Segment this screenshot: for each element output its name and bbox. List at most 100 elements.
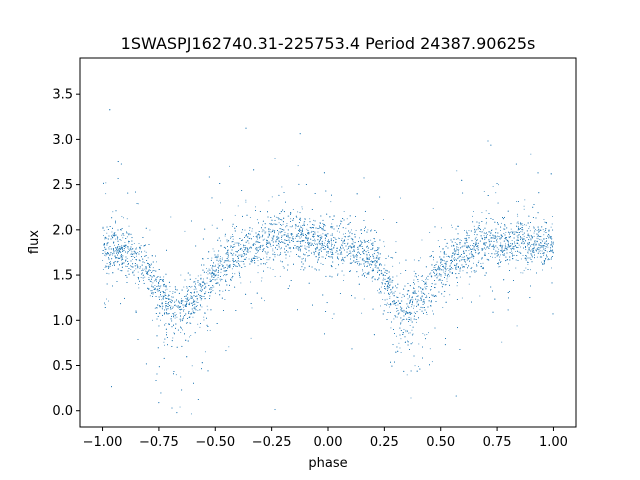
data-point: [418, 343, 420, 345]
data-point: [462, 266, 463, 268]
data-point: [533, 232, 535, 234]
data-point: [164, 292, 165, 294]
data-point: [150, 290, 152, 292]
data-point: [152, 282, 154, 284]
data-point: [122, 237, 124, 239]
data-point: [152, 319, 153, 321]
data-point: [348, 254, 349, 255]
data-point: [459, 260, 461, 262]
data-point: [152, 267, 154, 269]
data-point: [220, 240, 221, 242]
data-point: [250, 281, 252, 283]
data-point: [251, 230, 253, 232]
data-point: [219, 257, 221, 259]
data-point: [515, 267, 517, 269]
data-point: [499, 266, 501, 267]
data-point: [358, 276, 359, 278]
data-point: [164, 292, 166, 294]
data-point: [454, 242, 456, 244]
data-point: [540, 239, 542, 241]
data-point: [368, 242, 370, 243]
data-point: [380, 273, 382, 275]
data-point: [184, 304, 186, 306]
data-point: [166, 303, 168, 304]
data-point: [272, 248, 274, 250]
data-point: [139, 251, 140, 252]
data-point: [233, 252, 235, 254]
data-point: [307, 237, 309, 239]
data-point: [298, 225, 299, 227]
data-point: [191, 286, 193, 288]
data-point: [183, 306, 184, 308]
data-point: [229, 260, 231, 262]
data-point: [474, 232, 476, 233]
data-point: [200, 288, 202, 290]
data-point: [330, 234, 332, 236]
data-point: [362, 269, 363, 271]
data-point: [255, 247, 257, 248]
data-point: [281, 219, 283, 221]
data-point: [200, 295, 202, 297]
data-point: [394, 290, 396, 292]
data-point: [169, 291, 171, 292]
data-point: [520, 258, 522, 260]
data-point: [325, 233, 327, 235]
data-point: [297, 165, 299, 167]
data-point: [486, 247, 487, 249]
data-point: [137, 271, 139, 273]
data-point: [140, 277, 142, 278]
data-point: [451, 227, 453, 228]
data-point: [163, 341, 165, 343]
data-point: [209, 288, 211, 290]
data-point: [455, 252, 457, 254]
data-point: [144, 270, 146, 272]
data-point: [357, 248, 359, 250]
data-point: [261, 236, 263, 238]
data-point: [174, 317, 176, 319]
data-point: [427, 279, 429, 281]
data-point: [148, 277, 150, 279]
data-point: [288, 215, 290, 217]
data-point: [138, 284, 140, 285]
data-point: [462, 245, 464, 247]
data-point: [378, 253, 380, 255]
data-point: [317, 252, 319, 254]
data-point: [538, 251, 540, 253]
data-point: [415, 321, 417, 323]
data-point: [291, 226, 293, 228]
data-point: [153, 280, 155, 282]
data-point: [274, 230, 276, 232]
data-point: [510, 249, 512, 250]
data-point: [491, 256, 493, 258]
data-point: [475, 231, 476, 233]
data-point: [288, 239, 290, 241]
data-point: [552, 245, 553, 247]
data-point: [458, 248, 460, 250]
data-point: [274, 251, 276, 253]
data-point: [241, 231, 243, 233]
data-point: [285, 226, 286, 228]
data-point: [407, 340, 408, 342]
data-point: [140, 246, 141, 248]
data-point: [192, 304, 194, 305]
data-point: [212, 289, 214, 291]
data-point: [411, 312, 413, 314]
data-point: [186, 303, 188, 304]
data-point: [106, 266, 107, 268]
data-point: [543, 234, 545, 236]
data-point: [455, 267, 456, 269]
data-point: [206, 272, 207, 274]
data-point: [466, 239, 468, 241]
data-point: [405, 329, 407, 331]
data-point: [449, 265, 451, 267]
data-point: [517, 215, 519, 217]
data-point: [362, 270, 364, 272]
data-point: [300, 225, 302, 227]
data-point: [213, 286, 215, 288]
data-point: [516, 222, 518, 224]
data-point: [148, 279, 150, 281]
data-point: [288, 239, 290, 241]
data-point: [274, 158, 276, 159]
data-point: [195, 278, 197, 280]
data-point: [280, 228, 282, 230]
